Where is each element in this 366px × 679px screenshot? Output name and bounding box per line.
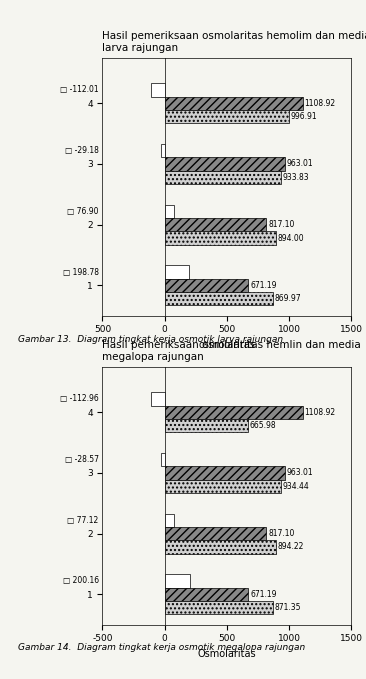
Bar xyxy=(165,527,266,540)
Bar xyxy=(165,218,266,232)
Text: □ -112.96: □ -112.96 xyxy=(60,394,99,403)
Text: 933.83: 933.83 xyxy=(283,173,309,182)
Bar xyxy=(165,601,273,614)
Text: 996.91: 996.91 xyxy=(291,112,317,121)
Text: □ 77.12: □ 77.12 xyxy=(67,516,99,525)
Bar xyxy=(165,170,281,184)
Bar xyxy=(165,479,281,493)
Text: 894.22: 894.22 xyxy=(278,543,304,551)
Text: □ 200.16: □ 200.16 xyxy=(63,576,99,585)
Text: Hasil pemeriksaan osmolaritas hemlin dan media
megalopa rajungan: Hasil pemeriksaan osmolaritas hemlin dan… xyxy=(102,340,361,362)
X-axis label: Osmolaritas: Osmolaritas xyxy=(198,649,256,659)
Text: salinitas: salinitas xyxy=(0,477,3,515)
Bar xyxy=(165,513,174,527)
Text: □ -28.57: □ -28.57 xyxy=(65,455,99,464)
Text: □ -112.01: □ -112.01 xyxy=(60,86,99,94)
Bar xyxy=(165,587,248,601)
Text: 671.19: 671.19 xyxy=(250,590,277,599)
Bar xyxy=(165,574,190,587)
Bar xyxy=(161,144,165,158)
Text: 817.10: 817.10 xyxy=(268,529,295,538)
Bar xyxy=(165,405,303,419)
Text: □ -29.18: □ -29.18 xyxy=(65,146,99,155)
Text: 869.97: 869.97 xyxy=(275,294,302,304)
Bar xyxy=(165,204,174,218)
Bar xyxy=(165,110,289,124)
Text: 934.44: 934.44 xyxy=(283,482,310,491)
Text: 894.00: 894.00 xyxy=(278,234,305,242)
Bar xyxy=(165,232,276,244)
Text: 871.35: 871.35 xyxy=(275,603,302,612)
Text: Gambar 14.  Diagram tingkat kerja osmotik megalopa rajungan: Gambar 14. Diagram tingkat kerja osmotik… xyxy=(18,644,306,653)
Bar xyxy=(165,466,284,479)
Bar xyxy=(165,96,303,110)
Text: 963.01: 963.01 xyxy=(287,469,313,477)
Text: 665.98: 665.98 xyxy=(250,421,276,430)
Bar xyxy=(165,419,247,433)
Text: salinitas: salinitas xyxy=(0,168,3,206)
Bar xyxy=(165,265,190,278)
Text: 1108.92: 1108.92 xyxy=(305,98,336,108)
Text: Hasil pemeriksaan osmolaritas hemolim dan media
larva rajungan: Hasil pemeriksaan osmolaritas hemolim da… xyxy=(102,31,366,53)
Text: 1108.92: 1108.92 xyxy=(305,407,336,417)
Bar xyxy=(165,158,284,170)
Text: Gambar 13.  Diagram tingkat kerja osmotik larva rajungan: Gambar 13. Diagram tingkat kerja osmotik… xyxy=(18,335,283,344)
Bar xyxy=(165,278,248,292)
Text: □ 198.78: □ 198.78 xyxy=(63,268,99,276)
Bar xyxy=(165,292,273,306)
Text: 817.10: 817.10 xyxy=(268,220,295,230)
Text: □ 76.90: □ 76.90 xyxy=(67,207,99,216)
Bar xyxy=(161,453,165,466)
Text: 963.01: 963.01 xyxy=(287,160,313,168)
Text: 671.19: 671.19 xyxy=(250,281,277,290)
Bar xyxy=(151,84,165,96)
X-axis label: osmolaritas: osmolaritas xyxy=(198,340,255,350)
Bar xyxy=(165,540,276,553)
Bar xyxy=(151,392,165,405)
